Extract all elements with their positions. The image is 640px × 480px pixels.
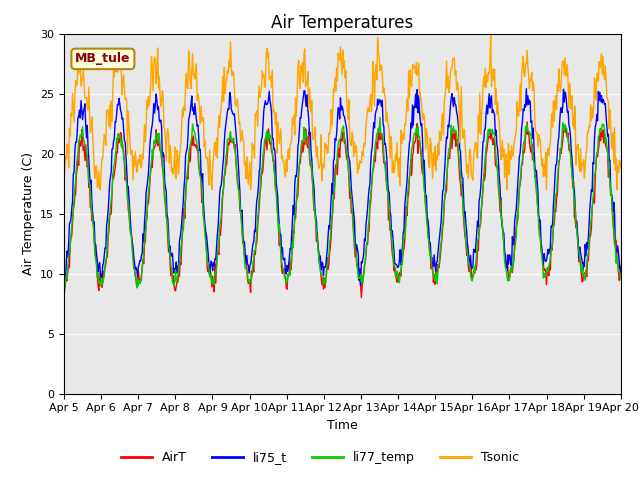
AirT [524, 119, 531, 125]
Line: AirT: AirT [64, 122, 621, 298]
X-axis label: Time: Time [327, 419, 358, 432]
Tsonic [617, 165, 625, 171]
li77_temp [70, 197, 78, 203]
li75_t [428, 256, 435, 262]
AirT [358, 295, 365, 300]
Tsonic [411, 63, 419, 69]
AirT [617, 263, 625, 269]
Title: Air Temperatures: Air Temperatures [271, 14, 413, 32]
li77_temp [214, 254, 221, 260]
li77_temp [376, 114, 384, 120]
li75_t [70, 169, 78, 175]
AirT [411, 140, 419, 145]
AirT [184, 176, 192, 182]
li75_t [127, 233, 135, 239]
AirT [214, 251, 221, 257]
Line: Tsonic: Tsonic [64, 34, 621, 190]
li75_t [184, 135, 192, 141]
AirT [428, 266, 435, 272]
Tsonic [60, 154, 68, 160]
AirT [70, 203, 78, 208]
Tsonic [185, 48, 193, 54]
li77_temp [127, 233, 135, 239]
Text: MB_tule: MB_tule [75, 52, 131, 65]
li75_t [617, 264, 625, 270]
li77_temp [428, 251, 435, 256]
li75_t [356, 283, 364, 288]
Legend: AirT, li75_t, li77_temp, Tsonic: AirT, li75_t, li77_temp, Tsonic [115, 446, 525, 469]
AirT [127, 230, 135, 236]
Tsonic [487, 31, 495, 36]
Tsonic [214, 129, 222, 134]
Line: li75_t: li75_t [64, 89, 621, 286]
li77_temp [411, 130, 419, 136]
li75_t [411, 105, 419, 110]
li75_t [522, 86, 530, 92]
li75_t [214, 232, 221, 238]
Tsonic [128, 147, 136, 153]
li75_t [60, 281, 68, 287]
Tsonic [96, 187, 104, 192]
AirT [60, 273, 68, 278]
Tsonic [70, 120, 78, 125]
li77_temp [60, 292, 68, 298]
Y-axis label: Air Temperature (C): Air Temperature (C) [22, 152, 35, 275]
Tsonic [428, 141, 435, 146]
li77_temp [617, 276, 625, 282]
Line: li77_temp: li77_temp [64, 117, 621, 295]
li77_temp [184, 163, 192, 169]
